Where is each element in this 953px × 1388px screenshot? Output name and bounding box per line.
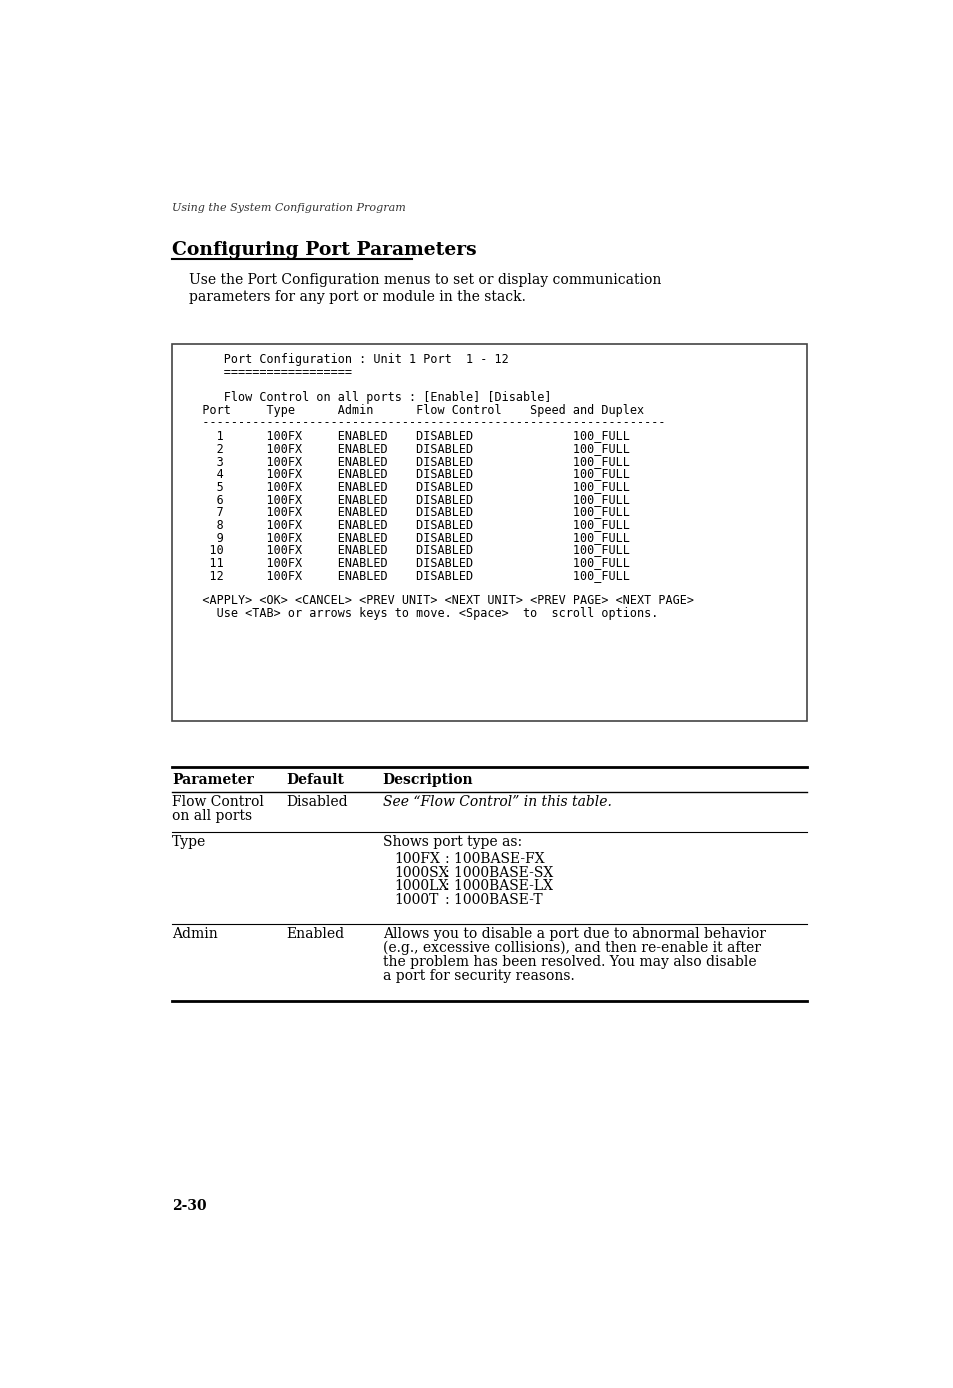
Text: a port for security reasons.: a port for security reasons. bbox=[382, 969, 574, 983]
Text: : 1000BASE-LX: : 1000BASE-LX bbox=[444, 880, 552, 894]
Text: Port     Type      Admin      Flow Control    Speed and Duplex: Port Type Admin Flow Control Speed and D… bbox=[181, 404, 643, 416]
Text: : 100BASE-FX: : 100BASE-FX bbox=[444, 852, 544, 866]
Text: 3      100FX     ENABLED    DISABLED              100_FULL: 3 100FX ENABLED DISABLED 100_FULL bbox=[181, 454, 630, 468]
Text: : 1000BASE-T: : 1000BASE-T bbox=[444, 894, 542, 908]
Text: -----------------------------------------------------------------: ----------------------------------------… bbox=[181, 416, 665, 429]
Text: 1000T: 1000T bbox=[394, 894, 438, 908]
Text: 11      100FX     ENABLED    DISABLED              100_FULL: 11 100FX ENABLED DISABLED 100_FULL bbox=[181, 557, 630, 569]
Text: 1000SX: 1000SX bbox=[394, 866, 449, 880]
Text: <APPLY> <OK> <CANCEL> <PREV UNIT> <NEXT UNIT> <PREV PAGE> <NEXT PAGE>: <APPLY> <OK> <CANCEL> <PREV UNIT> <NEXT … bbox=[181, 594, 694, 608]
Text: ==================: ================== bbox=[181, 365, 352, 379]
Text: Enabled: Enabled bbox=[286, 927, 344, 941]
Text: Use the Port Configuration menus to set or display communication: Use the Port Configuration menus to set … bbox=[189, 273, 660, 287]
Text: Admin: Admin bbox=[172, 927, 217, 941]
Text: Description: Description bbox=[382, 773, 473, 787]
Text: Default: Default bbox=[286, 773, 343, 787]
Text: Use <TAB> or arrows keys to move. <Space>  to  scroll options.: Use <TAB> or arrows keys to move. <Space… bbox=[181, 607, 658, 620]
Text: 6      100FX     ENABLED    DISABLED              100_FULL: 6 100FX ENABLED DISABLED 100_FULL bbox=[181, 493, 630, 505]
Text: on all ports: on all ports bbox=[172, 809, 252, 823]
Text: 4      100FX     ENABLED    DISABLED              100_FULL: 4 100FX ENABLED DISABLED 100_FULL bbox=[181, 468, 630, 480]
Text: Configuring Port Parameters: Configuring Port Parameters bbox=[172, 242, 476, 260]
Text: (e.g., excessive collisions), and then re-enable it after: (e.g., excessive collisions), and then r… bbox=[382, 941, 760, 955]
Text: 7      100FX     ENABLED    DISABLED              100_FULL: 7 100FX ENABLED DISABLED 100_FULL bbox=[181, 505, 630, 518]
Text: the problem has been resolved. You may also disable: the problem has been resolved. You may a… bbox=[382, 955, 756, 969]
Text: 12      100FX     ENABLED    DISABLED              100_FULL: 12 100FX ENABLED DISABLED 100_FULL bbox=[181, 569, 630, 582]
Text: Allows you to disable a port due to abnormal behavior: Allows you to disable a port due to abno… bbox=[382, 927, 765, 941]
Text: 2      100FX     ENABLED    DISABLED              100_FULL: 2 100FX ENABLED DISABLED 100_FULL bbox=[181, 441, 630, 455]
Text: : 1000BASE-SX: : 1000BASE-SX bbox=[444, 866, 553, 880]
Text: 9      100FX     ENABLED    DISABLED              100_FULL: 9 100FX ENABLED DISABLED 100_FULL bbox=[181, 530, 630, 544]
Text: parameters for any port or module in the stack.: parameters for any port or module in the… bbox=[189, 290, 525, 304]
Text: 1000LX: 1000LX bbox=[394, 880, 448, 894]
Bar bbox=[172, 344, 806, 720]
Text: 2-30: 2-30 bbox=[172, 1199, 207, 1213]
Text: Flow Control on all ports : [Enable] [Disable]: Flow Control on all ports : [Enable] [Di… bbox=[181, 391, 551, 404]
Text: Shows port type as:: Shows port type as: bbox=[382, 834, 521, 848]
Text: Disabled: Disabled bbox=[286, 795, 347, 809]
Text: 1      100FX     ENABLED    DISABLED              100_FULL: 1 100FX ENABLED DISABLED 100_FULL bbox=[181, 429, 630, 443]
Text: 100FX: 100FX bbox=[394, 852, 439, 866]
Text: 10      100FX     ENABLED    DISABLED              100_FULL: 10 100FX ENABLED DISABLED 100_FULL bbox=[181, 544, 630, 557]
Text: 5      100FX     ENABLED    DISABLED              100_FULL: 5 100FX ENABLED DISABLED 100_FULL bbox=[181, 480, 630, 493]
Text: Type: Type bbox=[172, 834, 206, 848]
Text: Using the System Configuration Program: Using the System Configuration Program bbox=[172, 203, 405, 214]
Text: Parameter: Parameter bbox=[172, 773, 253, 787]
Text: Flow Control: Flow Control bbox=[172, 795, 264, 809]
Text: 8      100FX     ENABLED    DISABLED              100_FULL: 8 100FX ENABLED DISABLED 100_FULL bbox=[181, 518, 630, 532]
Text: Port Configuration : Unit 1 Port  1 - 12: Port Configuration : Unit 1 Port 1 - 12 bbox=[181, 353, 509, 366]
Text: See “Flow Control” in this table.: See “Flow Control” in this table. bbox=[382, 795, 611, 809]
